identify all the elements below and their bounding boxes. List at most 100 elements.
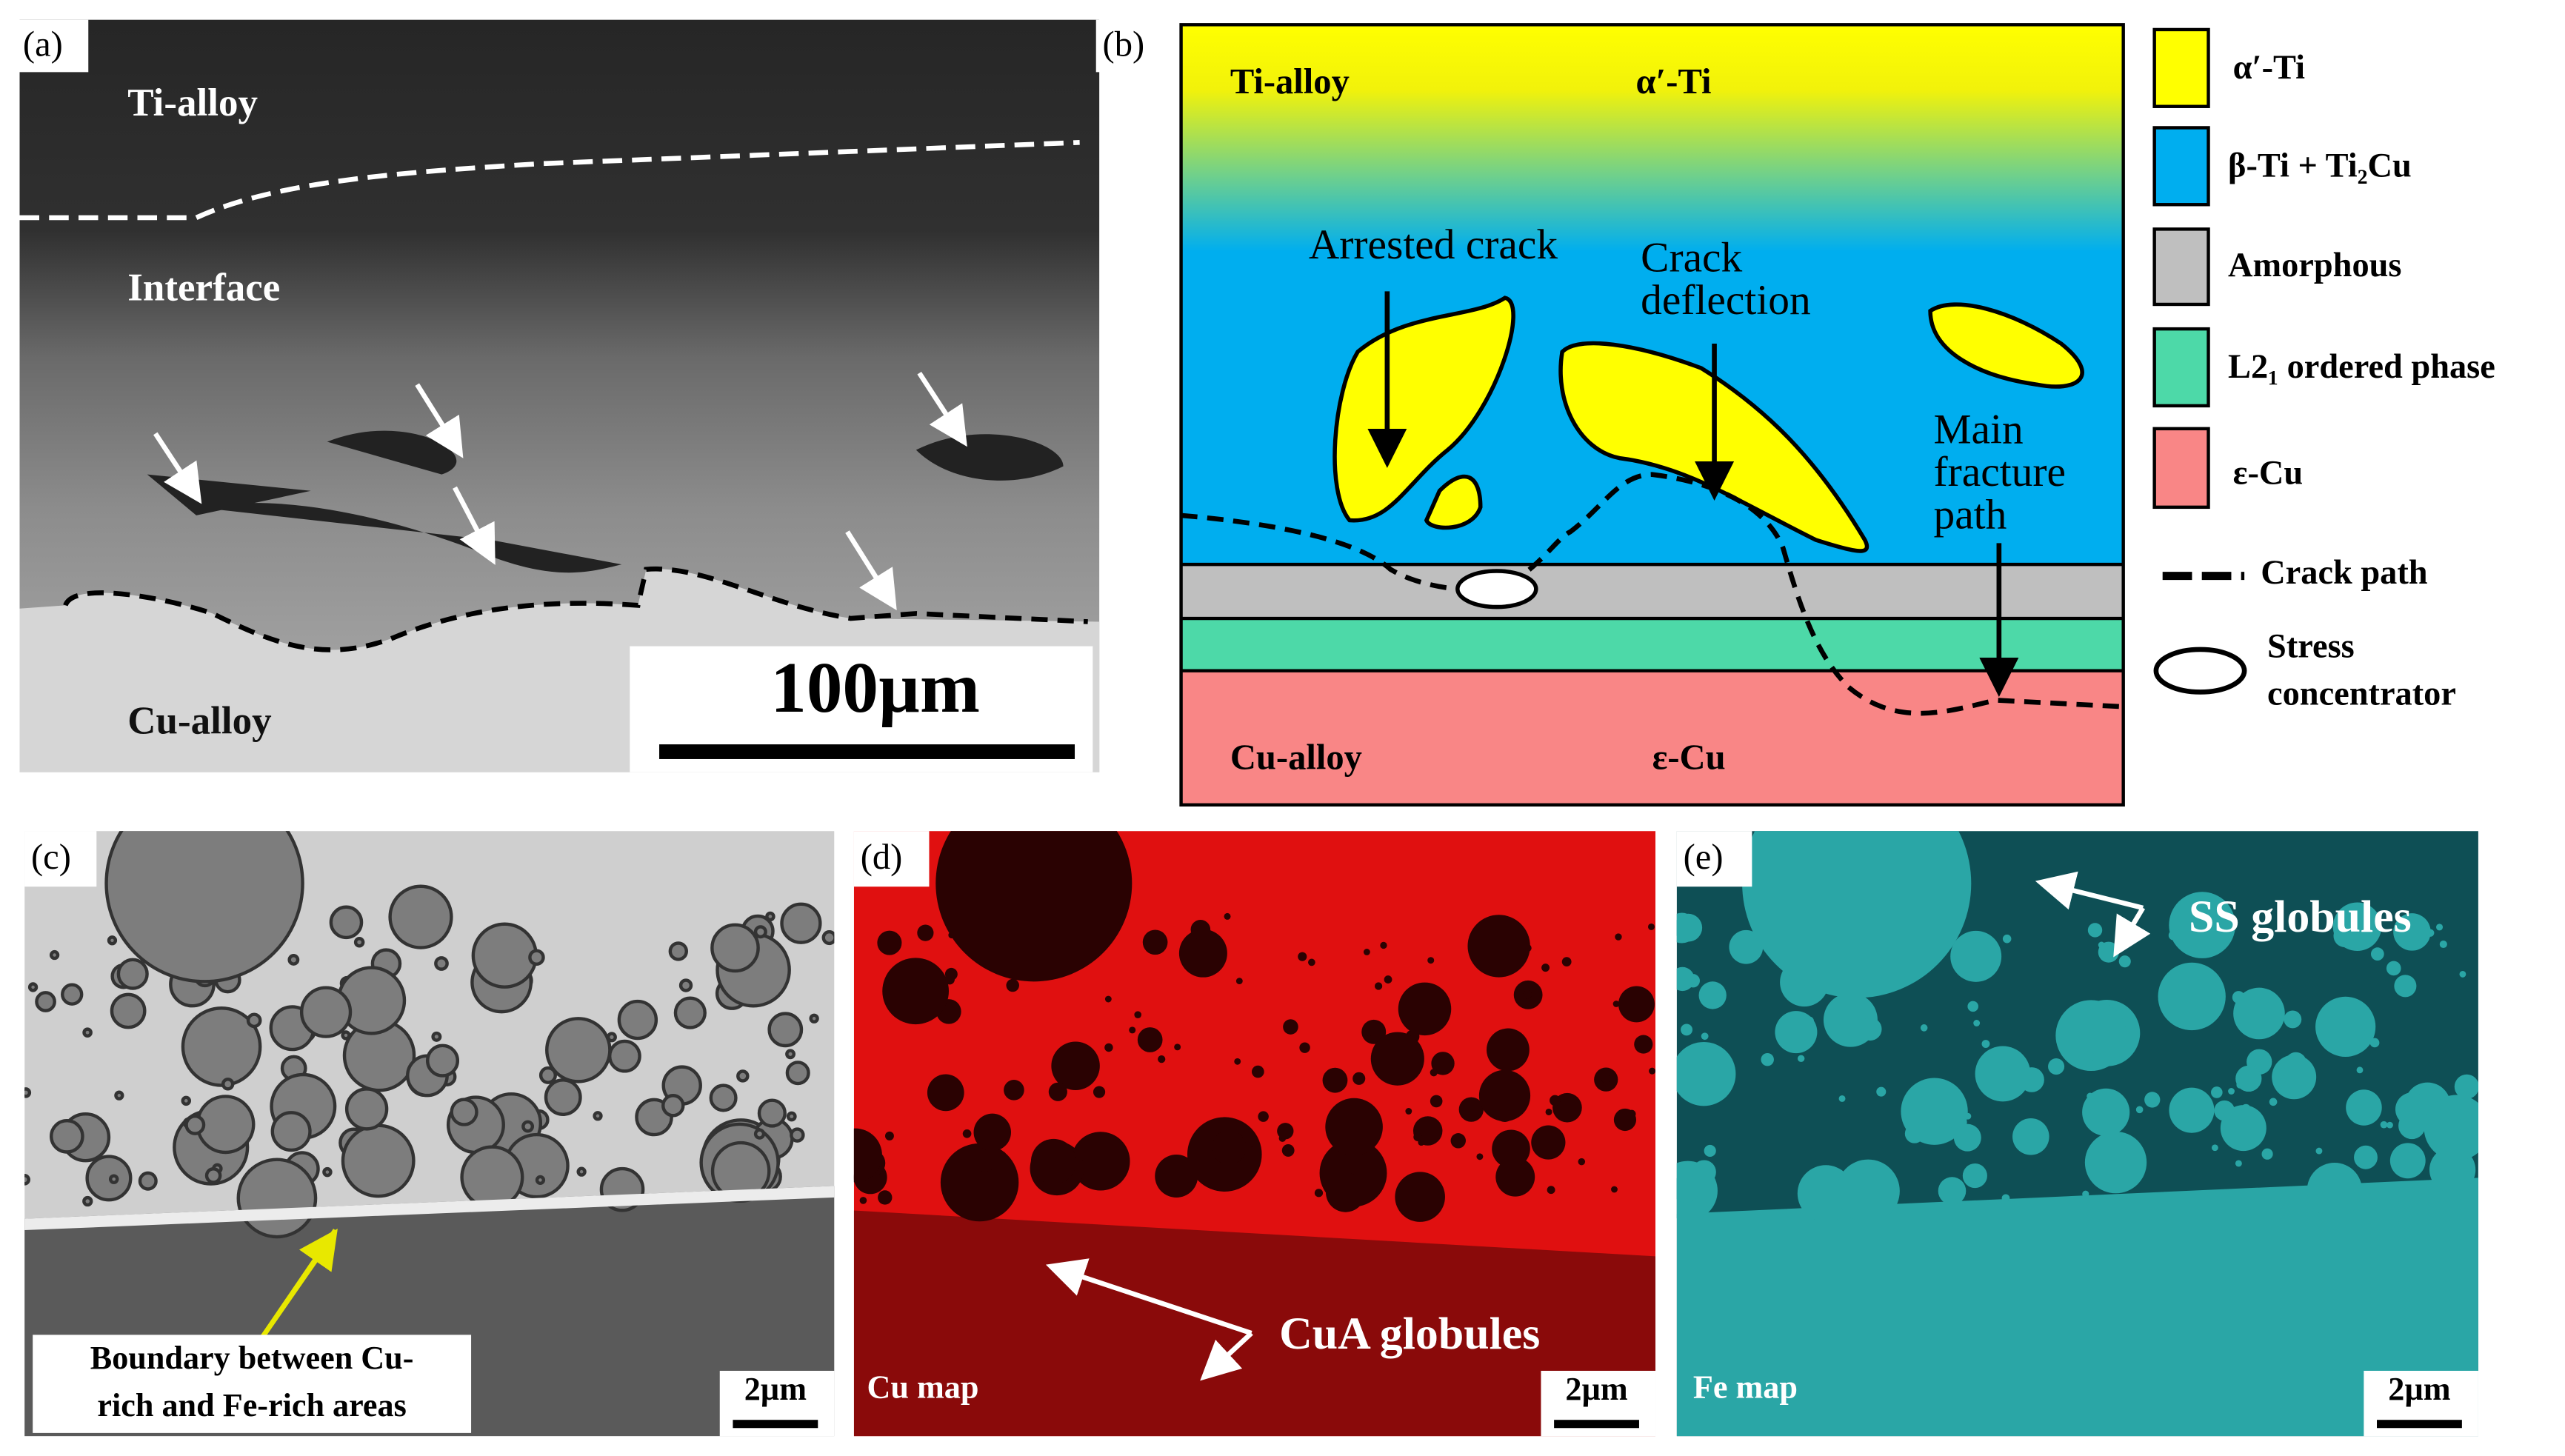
borders — [1179, 23, 2125, 807]
globule — [1004, 1080, 1024, 1101]
globule — [1178, 929, 1227, 978]
globule — [1366, 1035, 1372, 1042]
globule — [2082, 1088, 2130, 1136]
globule — [1374, 982, 1383, 990]
globule — [545, 1017, 612, 1083]
globule — [2211, 1144, 2218, 1152]
globule — [1858, 1018, 1882, 1041]
globule — [1634, 1035, 1653, 1054]
globule — [2235, 1124, 2243, 1132]
globule — [607, 1039, 641, 1073]
panel-a: (a) Ti-alloy Interface Cu-alloy 100µm — [19, 19, 1100, 772]
globule — [544, 1078, 582, 1117]
crack-path — [1181, 472, 2124, 716]
annotation: rich and Fe-rich areas — [97, 1387, 406, 1423]
globule — [184, 1114, 206, 1135]
globule — [2269, 1098, 2278, 1106]
legend-label: concentrator — [2267, 675, 2456, 713]
globule — [1676, 912, 1698, 944]
globule — [2393, 913, 2431, 951]
globule — [2272, 1055, 2317, 1100]
globule — [2424, 1095, 2478, 1161]
globule — [2354, 1145, 2378, 1169]
globule — [24, 1087, 32, 1098]
globule — [1071, 1132, 1130, 1191]
label-box — [19, 19, 89, 73]
globule — [181, 1095, 192, 1106]
globule — [661, 1094, 685, 1118]
globule — [973, 1113, 1012, 1152]
globule — [1698, 981, 1727, 1009]
globule — [538, 1066, 557, 1084]
globule — [2084, 1131, 2147, 1194]
globule — [236, 1158, 318, 1239]
globule — [1427, 957, 1435, 964]
globule — [1314, 1189, 1324, 1198]
globule — [1137, 1027, 1163, 1052]
region-label: Interface — [127, 266, 280, 309]
globule — [1363, 949, 1370, 955]
globule — [1612, 1001, 1620, 1007]
globule — [668, 941, 688, 961]
globule — [2228, 1088, 2235, 1095]
globule — [329, 905, 364, 940]
globule — [710, 923, 760, 973]
dark-streaks — [147, 430, 1064, 573]
globule — [1467, 915, 1530, 978]
globule — [1380, 941, 1387, 949]
globule — [2169, 892, 2235, 958]
panel-label: (c) — [31, 837, 71, 877]
globule — [2118, 955, 2131, 968]
globule — [1104, 995, 1112, 1003]
panel-label: (b) — [1103, 24, 1145, 64]
globule — [221, 1078, 235, 1091]
globule — [27, 982, 39, 992]
globule — [1252, 1065, 1264, 1078]
globule — [1235, 978, 1243, 985]
globule — [2454, 1074, 2478, 1099]
globule — [107, 935, 118, 946]
globule — [2284, 1010, 2302, 1029]
fe-region — [1676, 1178, 2478, 1437]
globule — [576, 1166, 587, 1177]
globule — [1701, 1032, 1709, 1041]
globule — [884, 1131, 894, 1141]
globule — [1647, 923, 1655, 930]
globule — [2098, 941, 2105, 949]
scale-label: 100µm — [770, 648, 980, 728]
globule — [287, 954, 300, 966]
globule — [2346, 1089, 2382, 1126]
globule — [82, 1027, 93, 1038]
globule — [1142, 929, 1168, 955]
globule — [2439, 940, 2447, 949]
globule — [1398, 982, 1452, 1036]
globule — [1676, 1175, 1700, 1203]
globule — [2395, 1092, 2429, 1126]
globule — [1545, 1108, 1552, 1115]
globule — [1370, 1032, 1424, 1086]
globule — [859, 1197, 867, 1204]
globule — [521, 1120, 535, 1133]
globule — [2084, 1051, 2095, 1062]
globule — [1395, 1172, 1445, 1222]
stress-concentrator — [1455, 569, 1538, 610]
globule — [1804, 1016, 1814, 1026]
legend-label: Amorphous — [2228, 247, 2401, 284]
boundary-line — [19, 140, 1080, 221]
globule — [617, 999, 658, 1041]
note-box — [33, 1335, 472, 1433]
l21-band — [1181, 618, 2124, 671]
globule — [181, 1006, 262, 1087]
globule — [1277, 1123, 1294, 1140]
globule — [1174, 1043, 1181, 1051]
globule — [1234, 1058, 1241, 1065]
globule — [1613, 1108, 1637, 1132]
globule — [785, 1061, 810, 1086]
region-label: Cu-alloy — [127, 700, 271, 743]
globule — [753, 925, 767, 939]
globule — [1298, 952, 1307, 961]
arrows — [1367, 291, 2019, 698]
globule — [535, 1175, 546, 1186]
globule — [2380, 1121, 2388, 1129]
